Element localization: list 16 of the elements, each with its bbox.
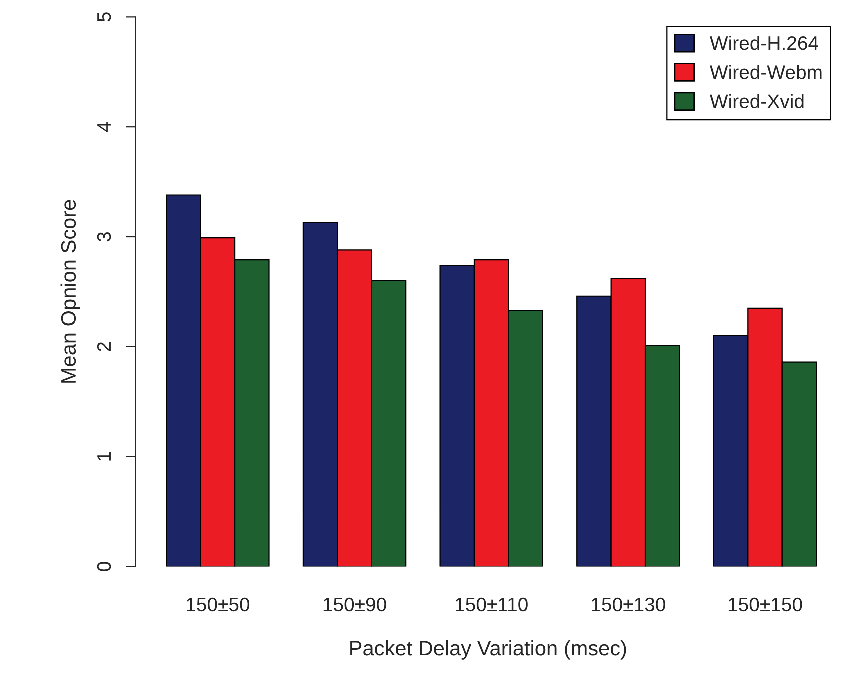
x-tick-label: 150±50 — [187, 598, 250, 612]
y-tick-label: 2 — [97, 342, 111, 352]
legend-label: Wired-Xvid — [710, 94, 804, 108]
y-tick-label: 3 — [97, 232, 112, 242]
y-tick-label: 1 — [98, 452, 111, 461]
y-tick-label: 5 — [98, 12, 112, 22]
x-tick-label: 150±130 — [592, 598, 666, 612]
legend-label: Wired-Webm — [710, 65, 822, 80]
legend-label: Wired-H.264 — [710, 36, 818, 50]
x-axis-title: Packet Delay Variation (msec) — [350, 640, 626, 660]
y-tick-label: 4 — [98, 122, 111, 132]
x-tick-label: 150±110 — [456, 598, 528, 612]
x-tick-label: 150±90 — [324, 598, 386, 612]
y-tick-label: 0 — [97, 562, 112, 572]
y-axis-title: Mean Opnion Score — [60, 200, 80, 383]
x-tick-label: 150±150 — [728, 598, 802, 612]
